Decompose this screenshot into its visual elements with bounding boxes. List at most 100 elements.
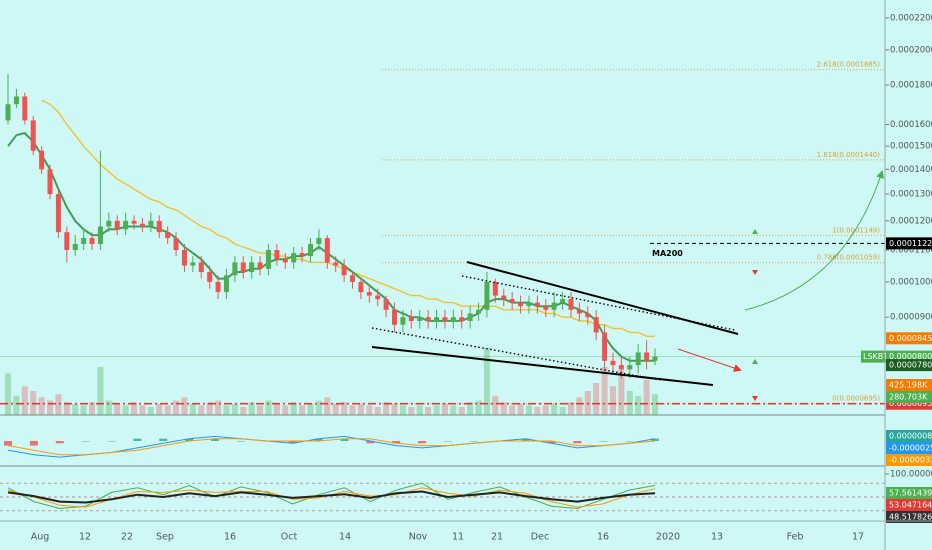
- up-arrow: [752, 359, 758, 364]
- volume-bar: [366, 405, 373, 415]
- candle-body: [534, 302, 540, 307]
- volume-bar: [525, 405, 532, 415]
- macd-hist: [288, 441, 297, 444]
- volume-bar: [122, 405, 129, 415]
- volume-bar: [601, 367, 608, 415]
- x-tick-label: 11: [452, 532, 464, 543]
- down-arrow: [752, 270, 758, 275]
- price-badge: [886, 454, 932, 466]
- volume-bar: [206, 402, 213, 415]
- badge-label: 280.703K: [889, 393, 928, 402]
- macd-hist: [55, 441, 64, 444]
- volume-bar: [635, 395, 642, 415]
- candle-body: [341, 265, 347, 276]
- candle-body: [568, 299, 574, 310]
- candle-body: [291, 253, 297, 263]
- candle-body: [282, 259, 288, 263]
- candle-body: [232, 262, 238, 276]
- candle-body: [240, 262, 246, 273]
- candle-body: [459, 317, 465, 321]
- price-badge: [886, 237, 932, 250]
- candle-body: [434, 317, 440, 321]
- price-badge: [886, 442, 932, 454]
- volume-bar: [231, 403, 238, 415]
- volume-bar: [147, 407, 154, 415]
- volume-bar: [299, 405, 306, 415]
- candle-body: [652, 356, 658, 361]
- volume-bar: [223, 405, 230, 415]
- volume-bar: [240, 407, 247, 415]
- symbol-label: LSKBTC: [863, 352, 894, 361]
- y-tick-label: 0.0001400: [890, 165, 932, 175]
- volume-bar: [542, 405, 549, 415]
- volume-bar: [139, 405, 146, 415]
- candle-body: [156, 220, 162, 233]
- volume-bar: [80, 405, 87, 415]
- volume-bar: [290, 402, 297, 415]
- volume-bar: [408, 407, 415, 415]
- badge-label: 425.198K: [889, 381, 928, 390]
- badge-label: 0.0000800: [889, 352, 932, 361]
- candle-body: [627, 365, 633, 370]
- candle-body: [106, 220, 112, 227]
- macd-hist: [185, 438, 194, 441]
- fib-label: 0.786(0.0001059): [817, 254, 881, 262]
- macd-hist: [4, 441, 12, 446]
- candle-body: [635, 352, 641, 366]
- candle-body: [543, 306, 549, 310]
- candle-body: [89, 238, 95, 244]
- price-badge: [886, 379, 932, 391]
- candle-body: [190, 262, 196, 266]
- candle-body: [551, 302, 557, 310]
- candle-body: [55, 194, 61, 233]
- x-tick-label: 12: [79, 532, 91, 543]
- y-tick-label: 0.0001800: [890, 81, 932, 91]
- volume-bar: [458, 407, 465, 415]
- volume-bar: [332, 403, 339, 415]
- volume-bar: [492, 395, 499, 415]
- badge-label: 57.5614396: [889, 489, 932, 498]
- volume-bar: [576, 397, 583, 415]
- macd-hist: [81, 441, 90, 442]
- candle-body: [408, 317, 414, 321]
- volume-bar: [282, 405, 289, 415]
- volume-bar: [63, 402, 70, 415]
- macd-hist: [159, 438, 168, 441]
- candle-body: [492, 281, 498, 296]
- ema-line: [7, 131, 655, 362]
- fib-label: 1.618(0.0001440): [817, 151, 881, 159]
- y-tick-label: 0.0001500: [890, 142, 932, 152]
- candle-body: [30, 120, 36, 151]
- volume-bar: [181, 397, 188, 415]
- y-tick-label: 0.0001600: [890, 120, 932, 130]
- x-tick-label: 16: [597, 532, 609, 543]
- macd-hist: [236, 441, 245, 442]
- y-tick-label: 0.0000900: [890, 313, 932, 323]
- x-tick-label: 17: [852, 532, 864, 543]
- x-tick-label: 13: [711, 532, 723, 543]
- macd-hist: [366, 441, 375, 444]
- volume-bar: [618, 370, 625, 415]
- x-tick-label: Nov: [409, 532, 428, 543]
- y-tick-label: 0.0001000: [890, 277, 932, 287]
- macd-hist: [469, 441, 478, 442]
- badge-label: 0.0000695: [889, 399, 932, 408]
- volume-bar: [551, 403, 558, 415]
- candle-body: [223, 275, 229, 293]
- volume-bar: [349, 405, 356, 415]
- candle-body: [274, 250, 280, 260]
- x-tick-label: 16: [224, 532, 236, 543]
- candle-body: [509, 299, 515, 303]
- candle-body: [307, 243, 313, 257]
- up-arrow: [752, 229, 758, 234]
- x-tick-label: 21: [491, 532, 503, 543]
- y-tick-label: 0.0002000: [890, 45, 932, 55]
- volume-bar: [425, 407, 432, 415]
- macd-hist: [599, 441, 608, 442]
- macd-hist: [314, 438, 323, 441]
- candle-body: [139, 223, 145, 227]
- candle-body: [299, 253, 305, 257]
- x-tick-label: Dec: [531, 532, 549, 543]
- candle-body: [123, 220, 129, 230]
- channel-dotted: [371, 327, 661, 381]
